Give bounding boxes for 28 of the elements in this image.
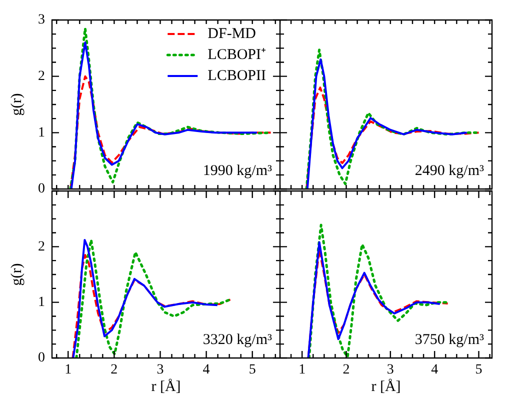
y-tick-label: 2	[38, 69, 45, 84]
legend-label: DF-MD	[208, 26, 256, 42]
annotation: 3750 kg/m³	[414, 332, 484, 348]
annotation: 3320 kg/m³	[202, 332, 272, 348]
legend-label: LCBOPI⁺	[208, 46, 266, 63]
y-tick-label: 1	[38, 295, 45, 310]
x-tick-label: 4	[431, 362, 438, 378]
x-tick-label: 4	[202, 362, 210, 378]
x-tick-label: 3	[156, 362, 164, 378]
y-tick-label: 3	[38, 12, 45, 28]
x-axis-title: r [Å]	[371, 378, 401, 395]
y-tick-label: 0	[38, 350, 45, 366]
x-tick-label: 5	[475, 362, 482, 378]
x-tick-label: 1	[64, 362, 72, 378]
y-axis-title: g(r)	[8, 93, 25, 116]
y-tick-label: 2	[38, 239, 45, 254]
y-tick-label: 0	[38, 182, 45, 197]
x-tick-label: 5	[248, 362, 256, 378]
x-axis-title: r [Å]	[151, 378, 181, 395]
x-tick-label: 3	[386, 362, 394, 378]
x-tick-label: 2	[342, 362, 350, 378]
annotation: 1990 kg/m³	[202, 163, 272, 179]
y-tick-label: 1	[38, 125, 45, 140]
x-tick-label: 2	[110, 362, 118, 378]
legend-label: LCBOPII	[208, 68, 266, 84]
annotation: 2490 kg/m³	[414, 163, 484, 179]
y-axis-title: g(r)	[8, 263, 25, 286]
x-tick-label: 1	[298, 362, 306, 378]
